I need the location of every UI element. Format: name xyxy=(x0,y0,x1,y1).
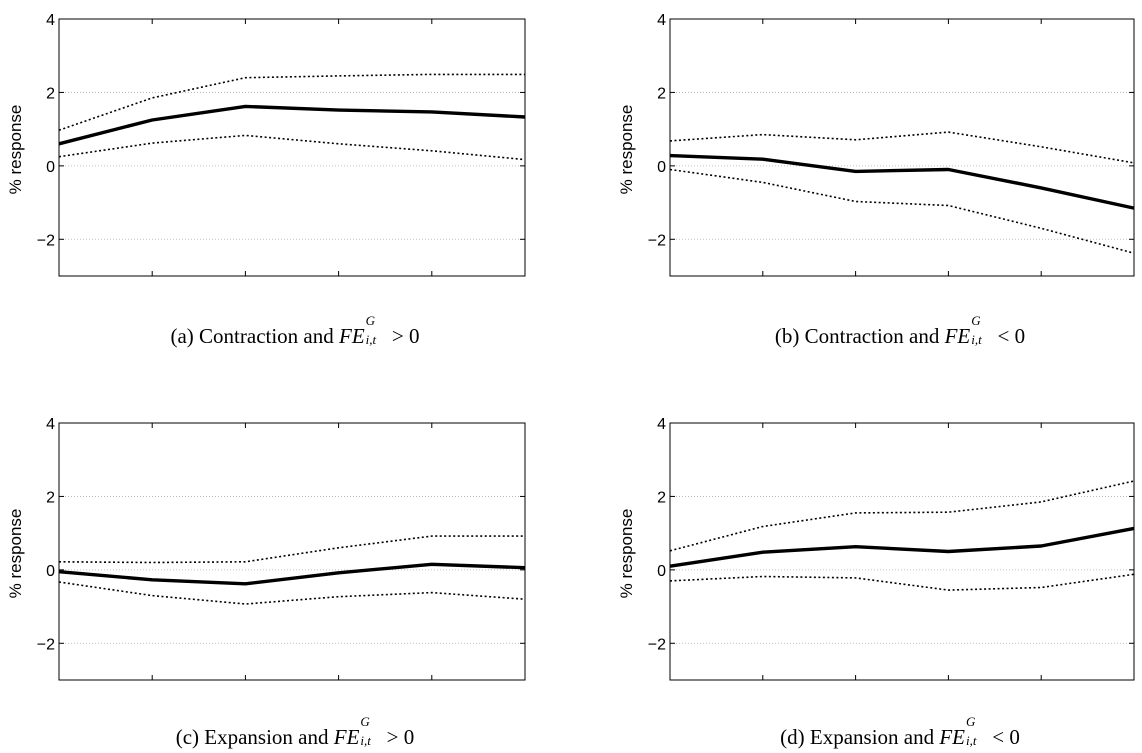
caption-prefix: (b) Contraction and xyxy=(774,324,940,348)
series-point-estimate xyxy=(669,153,1135,210)
caption-sup: G xyxy=(360,714,370,729)
series-lower-band xyxy=(669,168,1135,254)
chart-b: −2024012345% response xyxy=(617,12,1139,301)
caption-relation: < 0 xyxy=(997,324,1026,348)
y-tick-label: −2 xyxy=(37,636,55,653)
y-tick-label: −2 xyxy=(648,636,666,653)
caption-relation: > 0 xyxy=(386,725,415,749)
y-tick-label: 4 xyxy=(657,416,666,433)
panel-b: −2024012345% response xyxy=(610,0,1142,376)
series-upper-band xyxy=(669,131,1135,164)
caption-sub: i,t xyxy=(365,332,377,347)
series-lower-band xyxy=(669,573,1135,591)
series-point-estimate xyxy=(669,526,1135,568)
y-axis-label: % response xyxy=(617,509,636,599)
series-lower-band xyxy=(58,581,526,605)
caption-prefix: (a) Contraction and xyxy=(170,324,334,348)
y-axis-label: % response xyxy=(617,105,636,195)
y-tick-label: 2 xyxy=(657,85,666,102)
y-tick-label: 0 xyxy=(46,563,55,580)
y-tick-label: 2 xyxy=(657,489,666,506)
plot-frame xyxy=(58,18,526,277)
plot-frame xyxy=(58,422,526,681)
y-tick-label: 4 xyxy=(657,12,666,29)
panel-a: −2024012345% response xyxy=(0,0,571,376)
caption-math: FE xyxy=(944,324,971,348)
caption-sup: G xyxy=(966,714,976,729)
caption-math: FE xyxy=(339,324,365,348)
panel-d: −2024012345% response xyxy=(610,404,1142,753)
y-axis-label: % response xyxy=(6,105,25,195)
caption-relation: < 0 xyxy=(992,725,1020,749)
y-tick-label: 0 xyxy=(46,159,55,176)
caption-sub: i,t xyxy=(966,733,977,748)
y-tick-label: 2 xyxy=(46,85,55,102)
caption-sub: i,t xyxy=(971,332,982,347)
plot-frame xyxy=(669,422,1135,681)
caption-sup: G xyxy=(971,313,981,328)
series-upper-band xyxy=(58,535,525,564)
y-tick-label: 4 xyxy=(46,12,55,29)
caption-sup: G xyxy=(365,313,376,328)
caption-math: FE xyxy=(333,725,360,749)
series-lower-band xyxy=(58,134,526,161)
caption-sub: i,t xyxy=(360,733,371,748)
plot-frame xyxy=(669,18,1135,277)
series-upper-band xyxy=(58,73,525,131)
caption-prefix: (c) Expansion and xyxy=(175,725,329,749)
y-tick-label: −2 xyxy=(37,232,55,249)
chart-c: −2024012345% response xyxy=(6,416,530,705)
caption-relation: > 0 xyxy=(391,324,420,348)
y-tick-label: 4 xyxy=(46,416,55,433)
chart-a: −2024012345% response xyxy=(6,12,530,301)
series-point-estimate xyxy=(58,562,526,586)
y-tick-label: −2 xyxy=(648,232,666,249)
y-axis-label: % response xyxy=(6,509,25,599)
y-tick-label: 0 xyxy=(657,563,666,580)
caption-prefix: (d) Expansion and xyxy=(780,725,935,749)
y-tick-label: 2 xyxy=(46,489,55,506)
chart-d: −2024012345% response xyxy=(617,416,1139,705)
series-point-estimate xyxy=(58,104,526,146)
panel-c: −2024012345% response xyxy=(0,404,571,753)
series-upper-band xyxy=(669,480,1135,552)
y-tick-label: 0 xyxy=(657,159,666,176)
caption-math: FE xyxy=(939,725,966,749)
